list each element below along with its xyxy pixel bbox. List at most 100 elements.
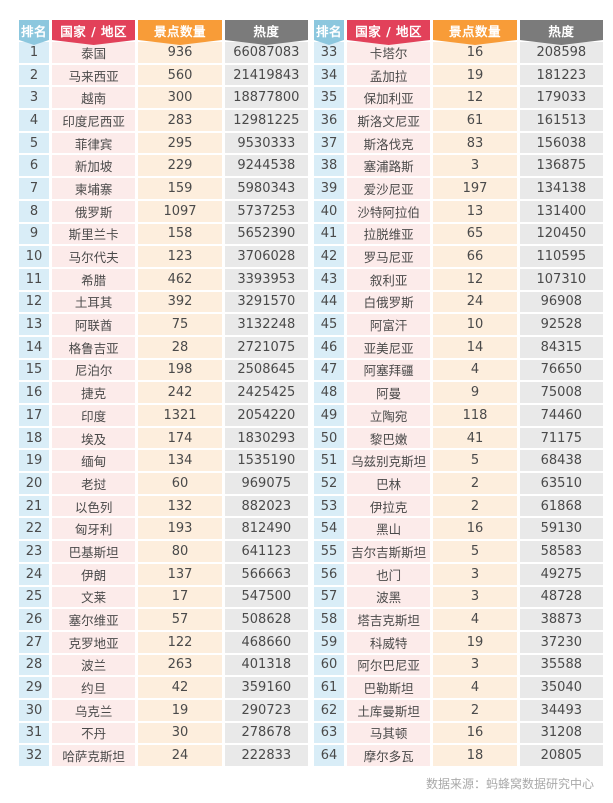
- rank-cell: 9: [19, 223, 49, 245]
- heat-cell: 63510: [519, 473, 603, 494]
- attraction-count-cell: 19: [433, 631, 517, 653]
- rank-cell: 29: [19, 677, 49, 698]
- country-cell: 印度: [52, 405, 136, 426]
- rank-cell: 11: [19, 268, 49, 290]
- rank-cell: 54: [314, 518, 344, 540]
- attraction-count-cell: 2: [433, 495, 517, 517]
- rank-cell: 33: [314, 42, 344, 63]
- heat-cell: 3291570: [224, 291, 308, 313]
- heat-cell: 35588: [519, 654, 603, 676]
- attraction-count-cell: 134: [138, 450, 222, 472]
- heat-cell: 508628: [224, 609, 308, 630]
- attraction-count-cell: 5: [433, 541, 517, 562]
- country-cell: 匈牙利: [52, 518, 136, 540]
- country-cell: 保加利亚: [347, 87, 431, 109]
- country-cell: 菲律宾: [52, 132, 136, 154]
- heat-cell: 5980343: [224, 178, 308, 199]
- heat-cell: 812490: [224, 518, 308, 540]
- rank-cell: 49: [314, 405, 344, 426]
- heat-cell: 61868: [519, 495, 603, 517]
- rank-cell: 42: [314, 246, 344, 267]
- country-cell: 波黑: [347, 586, 431, 608]
- country-cell: 哈萨克斯坦: [52, 745, 136, 766]
- heat-cell: 359160: [224, 677, 308, 698]
- rank-cell: 8: [19, 200, 49, 222]
- attraction-count-cell: 3: [433, 654, 517, 676]
- heat-cell: 96908: [519, 291, 603, 313]
- heat-cell: 120450: [519, 223, 603, 245]
- country-cell: 阿曼: [347, 382, 431, 403]
- country-cell: 阿塞拜疆: [347, 359, 431, 381]
- attraction-count-header: 景点数量: [433, 20, 517, 40]
- country-cell: 波兰: [52, 654, 136, 676]
- rank-cell: 37: [314, 132, 344, 154]
- rank-cell: 43: [314, 268, 344, 290]
- country-cell: 巴勒斯坦: [347, 677, 431, 698]
- heat-header: 热度: [224, 20, 308, 40]
- attraction-count-cell: 75: [138, 314, 222, 335]
- rank-cell: 44: [314, 291, 344, 313]
- attraction-count-cell: 17: [138, 586, 222, 608]
- rank-cell: 48: [314, 382, 344, 403]
- attraction-count-cell: 560: [138, 64, 222, 86]
- country-cell: 斯洛伐克: [347, 132, 431, 154]
- country-cell: 克罗地亚: [52, 631, 136, 653]
- heat-cell: 882023: [224, 495, 308, 517]
- heat-cell: 468660: [224, 631, 308, 653]
- country-cell: 埃及: [52, 427, 136, 449]
- heat-cell: 179033: [519, 87, 603, 109]
- attraction-count-cell: 4: [433, 677, 517, 698]
- country-header: 国家 / 地区: [347, 20, 431, 40]
- rank-cell: 40: [314, 200, 344, 222]
- ranking-table-left: 排名 国家 / 地区 景点数量 热度 1 泰国 936 66087083 2 马来西亚 56…: [19, 20, 308, 766]
- attraction-count-cell: 19: [138, 699, 222, 721]
- attraction-count-cell: 123: [138, 246, 222, 267]
- country-cell: 文莱: [52, 586, 136, 608]
- heat-header: 热度: [519, 20, 603, 40]
- heat-cell: 35040: [519, 677, 603, 698]
- heat-cell: 641123: [224, 541, 308, 562]
- attraction-count-cell: 66: [433, 246, 517, 267]
- rank-cell: 17: [19, 405, 49, 426]
- attraction-count-cell: 30: [138, 722, 222, 744]
- attraction-count-cell: 3: [433, 563, 517, 585]
- country-cell: 约旦: [52, 677, 136, 698]
- rank-cell: 25: [19, 586, 49, 608]
- rank-cell: 62: [314, 699, 344, 721]
- attraction-count-cell: 13: [433, 200, 517, 222]
- country-cell: 孟加拉: [347, 64, 431, 86]
- attraction-count-cell: 61: [433, 110, 517, 131]
- rank-cell: 4: [19, 110, 49, 131]
- ranking-tables: 排名 国家 / 地区 景点数量 热度 1 泰国 936 66087083 2 马来西亚 56…: [19, 20, 603, 766]
- heat-cell: 20805: [519, 745, 603, 766]
- attraction-count-cell: 16: [433, 42, 517, 63]
- rank-cell: 41: [314, 223, 344, 245]
- rank-cell: 35: [314, 87, 344, 109]
- rank-cell: 16: [19, 382, 49, 403]
- rank-cell: 10: [19, 246, 49, 267]
- country-cell: 爱沙尼亚: [347, 178, 431, 199]
- country-cell: 拉脱维亚: [347, 223, 431, 245]
- rank-header: 排名: [314, 20, 344, 40]
- heat-cell: 131400: [519, 200, 603, 222]
- heat-cell: 9244538: [224, 155, 308, 177]
- attraction-count-header: 景点数量: [138, 20, 222, 40]
- country-cell: 沙特阿拉伯: [347, 200, 431, 222]
- rank-cell: 5: [19, 132, 49, 154]
- rank-cell: 27: [19, 631, 49, 653]
- country-cell: 阿尔巴尼亚: [347, 654, 431, 676]
- rank-cell: 59: [314, 631, 344, 653]
- country-cell: 亚美尼亚: [347, 336, 431, 358]
- rank-cell: 56: [314, 563, 344, 585]
- attraction-count-cell: 83: [433, 132, 517, 154]
- heat-cell: 278678: [224, 722, 308, 744]
- country-cell: 不丹: [52, 722, 136, 744]
- heat-cell: 76650: [519, 359, 603, 381]
- rank-cell: 22: [19, 518, 49, 540]
- heat-cell: 2508645: [224, 359, 308, 381]
- rank-cell: 23: [19, 541, 49, 562]
- country-cell: 俄罗斯: [52, 200, 136, 222]
- attraction-count-cell: 14: [433, 336, 517, 358]
- heat-cell: 37230: [519, 631, 603, 653]
- heat-cell: 136875: [519, 155, 603, 177]
